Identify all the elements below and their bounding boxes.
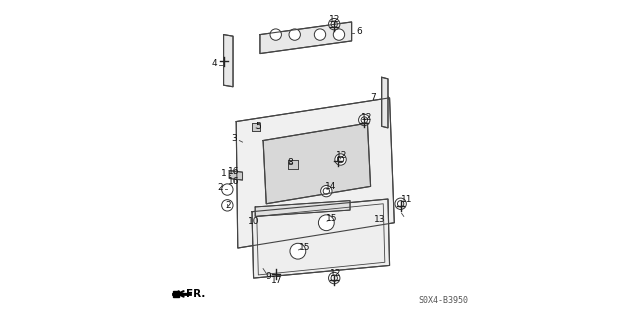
Polygon shape [173,291,179,294]
Circle shape [289,29,300,40]
Circle shape [290,243,306,259]
Text: 13: 13 [374,215,385,224]
Text: 12: 12 [330,270,341,278]
Polygon shape [252,123,260,131]
Text: 11: 11 [401,195,413,204]
Text: 14: 14 [325,182,337,191]
Text: FR.: FR. [186,289,205,299]
Circle shape [221,184,233,195]
Text: 5: 5 [255,122,261,131]
Text: 9: 9 [265,272,271,281]
Polygon shape [252,199,390,278]
Circle shape [328,272,340,284]
Text: 15: 15 [326,213,338,222]
Circle shape [331,21,337,27]
Polygon shape [229,171,243,180]
Polygon shape [236,98,394,248]
Text: 12: 12 [328,15,340,24]
Text: 2: 2 [225,201,231,210]
Text: 10: 10 [248,217,259,226]
Circle shape [337,156,344,163]
Polygon shape [223,34,233,87]
Circle shape [335,154,346,165]
Text: 12: 12 [336,151,347,160]
Text: 16: 16 [228,176,239,186]
Circle shape [323,188,330,194]
Circle shape [328,19,340,30]
Text: 1: 1 [221,169,227,178]
Text: 12: 12 [361,113,372,122]
Circle shape [333,29,345,40]
Text: 7: 7 [371,93,376,102]
Circle shape [395,198,406,210]
Circle shape [331,275,337,281]
Circle shape [361,117,367,123]
Text: 6: 6 [356,27,362,36]
Circle shape [397,201,404,207]
Text: 15: 15 [299,243,310,252]
Polygon shape [263,123,371,204]
Polygon shape [255,201,350,216]
Circle shape [319,215,334,231]
Text: 4: 4 [211,59,217,68]
Polygon shape [173,291,179,297]
Text: 16: 16 [228,167,239,176]
Text: 3: 3 [232,134,237,144]
Circle shape [314,29,326,40]
Text: S0X4-B3950: S0X4-B3950 [419,296,468,305]
Polygon shape [289,160,298,169]
Text: 8: 8 [287,158,293,167]
Text: 2: 2 [217,183,223,192]
Circle shape [221,200,233,211]
Text: 17: 17 [271,276,282,285]
Polygon shape [260,22,351,54]
Polygon shape [173,294,179,297]
Circle shape [321,185,332,197]
Circle shape [358,114,370,126]
Polygon shape [381,77,388,128]
Circle shape [270,29,282,40]
